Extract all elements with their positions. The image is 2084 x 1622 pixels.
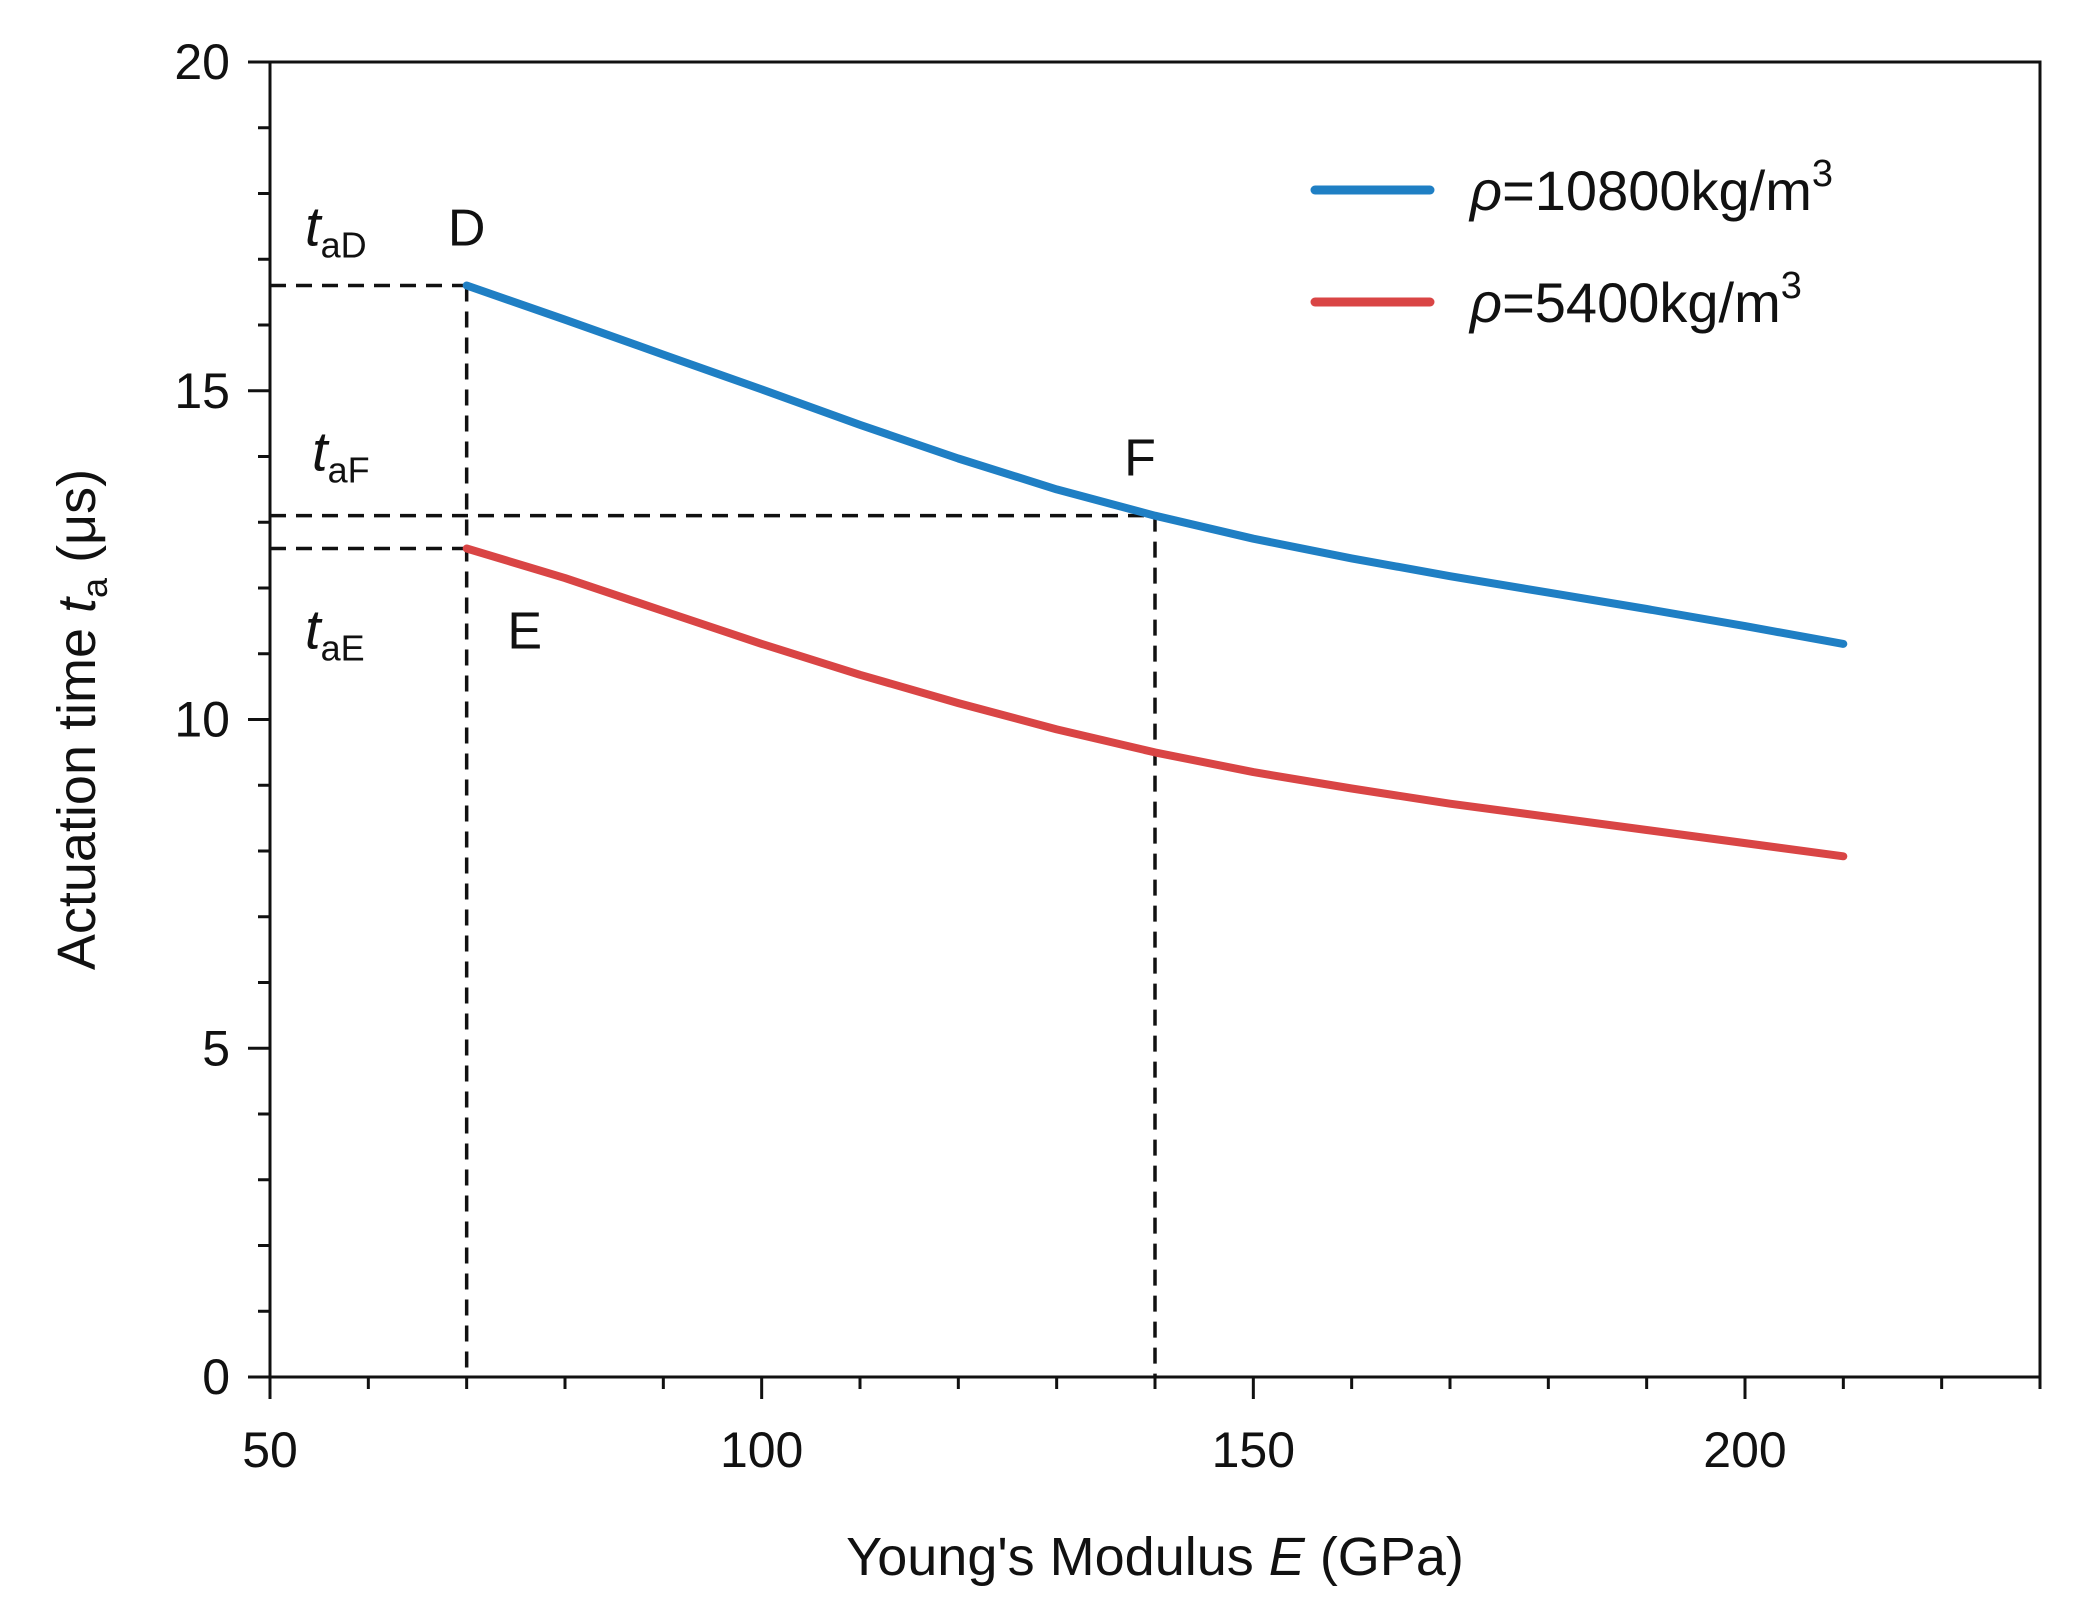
y-tick-label: 15 — [174, 363, 230, 419]
series-line-1 — [462, 544, 1848, 861]
x-tick-label: 100 — [720, 1422, 803, 1478]
level-label-ad: taD — [305, 195, 367, 266]
point-label-e: E — [507, 603, 542, 661]
y-tick-label: 5 — [202, 1020, 230, 1076]
y-tick-label: 10 — [174, 692, 230, 748]
point-label-f: F — [1124, 430, 1156, 488]
point-label-d: D — [448, 200, 486, 258]
reference-lines — [270, 283, 1157, 1377]
level-label-ae: taE — [305, 598, 365, 669]
y-tick-label: 20 — [174, 34, 230, 90]
axes: 0 5 10 15 20 50 100 150 200 Young's Modulus E (GP… — [47, 34, 2042, 1587]
legend-label-1: ρ=5400kg/m3 — [1468, 265, 1802, 334]
y-tick-label: 0 — [202, 1349, 230, 1405]
series-lines — [462, 281, 1848, 861]
level-label-af: taF — [312, 420, 370, 491]
series-line-0 — [462, 281, 1848, 648]
x-tick-label: 50 — [242, 1422, 298, 1478]
x-axis-title: Young's Modulus E (GPa) — [846, 1527, 1464, 1587]
x-tick-label: 150 — [1212, 1422, 1295, 1478]
legend: ρ=10800kg/m3 ρ=5400kg/m3 — [1310, 153, 1833, 334]
legend-label-0: ρ=10800kg/m3 — [1468, 153, 1833, 222]
y-axis-title: Actuation time ta (μs) — [47, 469, 115, 970]
x-tick-label: 200 — [1703, 1422, 1786, 1478]
